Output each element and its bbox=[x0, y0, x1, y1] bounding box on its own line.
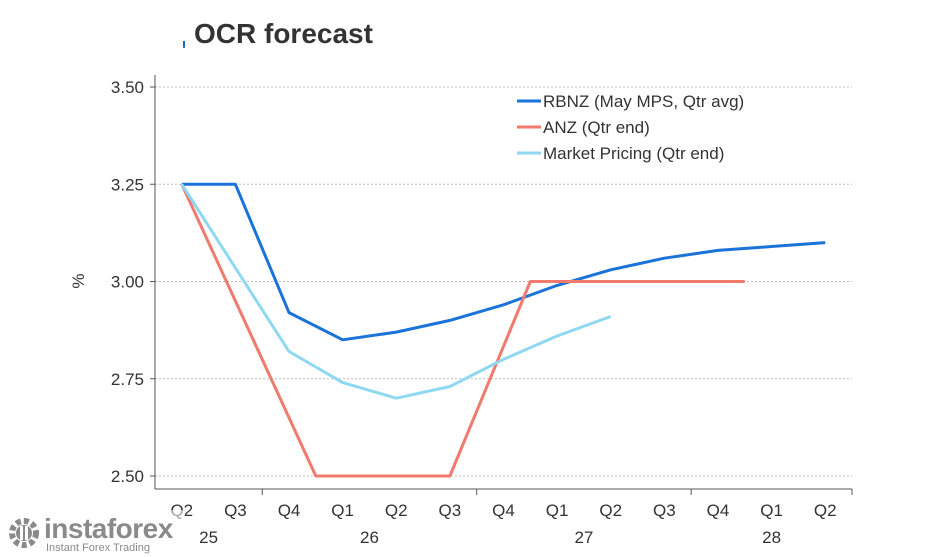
legend-label: RBNZ (May MPS, Qtr avg) bbox=[543, 92, 744, 111]
x-tick-label: Q2 bbox=[385, 501, 408, 520]
grid-lines bbox=[155, 86, 852, 477]
watermark: instaforex Instant Forex Trading bbox=[0, 510, 185, 557]
axes bbox=[150, 75, 853, 495]
x-tick-label: Q1 bbox=[331, 501, 354, 520]
x-tick-label: Q3 bbox=[653, 501, 676, 520]
legend-label: Market Pricing (Qtr end) bbox=[543, 144, 724, 163]
x-tick-labels: Q2Q3Q4Q1Q2Q3Q4Q1Q2Q3Q4Q1Q225262728 bbox=[170, 501, 836, 547]
x-tick-label: Q2 bbox=[599, 501, 622, 520]
series-lines bbox=[180, 182, 826, 478]
gear-logo-icon bbox=[9, 518, 39, 548]
y-tick-label: 2.75 bbox=[111, 370, 144, 389]
y-tick-label: 3.00 bbox=[111, 273, 144, 292]
series-line bbox=[181, 182, 826, 342]
y-tick-label: 3.50 bbox=[111, 78, 144, 97]
x-tick-label: Q3 bbox=[224, 501, 247, 520]
x-tick-label: Q1 bbox=[760, 501, 783, 520]
title-accent-mark bbox=[183, 41, 185, 48]
series-line bbox=[180, 183, 745, 478]
x-tick-label: Q4 bbox=[278, 501, 301, 520]
x-tick-label: Q2 bbox=[814, 501, 837, 520]
x-tick-label: Q4 bbox=[492, 501, 515, 520]
year-label: 27 bbox=[574, 528, 593, 547]
watermark-brand: instaforex bbox=[44, 513, 173, 544]
y-tick-label: 3.25 bbox=[111, 175, 144, 194]
y-tick-labels: 3.50 3.25 3.00 2.75 2.50 bbox=[111, 78, 144, 486]
y-axis-label: % bbox=[69, 273, 88, 288]
legend: RBNZ (May MPS, Qtr avg) ANZ (Qtr end) Mark… bbox=[517, 92, 744, 163]
year-label: 28 bbox=[762, 528, 781, 547]
series-line bbox=[180, 183, 612, 400]
legend-label: ANZ (Qtr end) bbox=[543, 118, 650, 137]
chart-title: OCR forecast bbox=[194, 18, 373, 49]
x-tick-label: Q1 bbox=[546, 501, 569, 520]
year-label: 26 bbox=[360, 528, 379, 547]
year-label: 25 bbox=[199, 528, 218, 547]
x-tick-label: Q3 bbox=[439, 501, 462, 520]
watermark-tagline: Instant Forex Trading bbox=[46, 542, 150, 554]
y-tick-label: 2.50 bbox=[111, 467, 144, 486]
x-tick-label: Q4 bbox=[707, 501, 730, 520]
